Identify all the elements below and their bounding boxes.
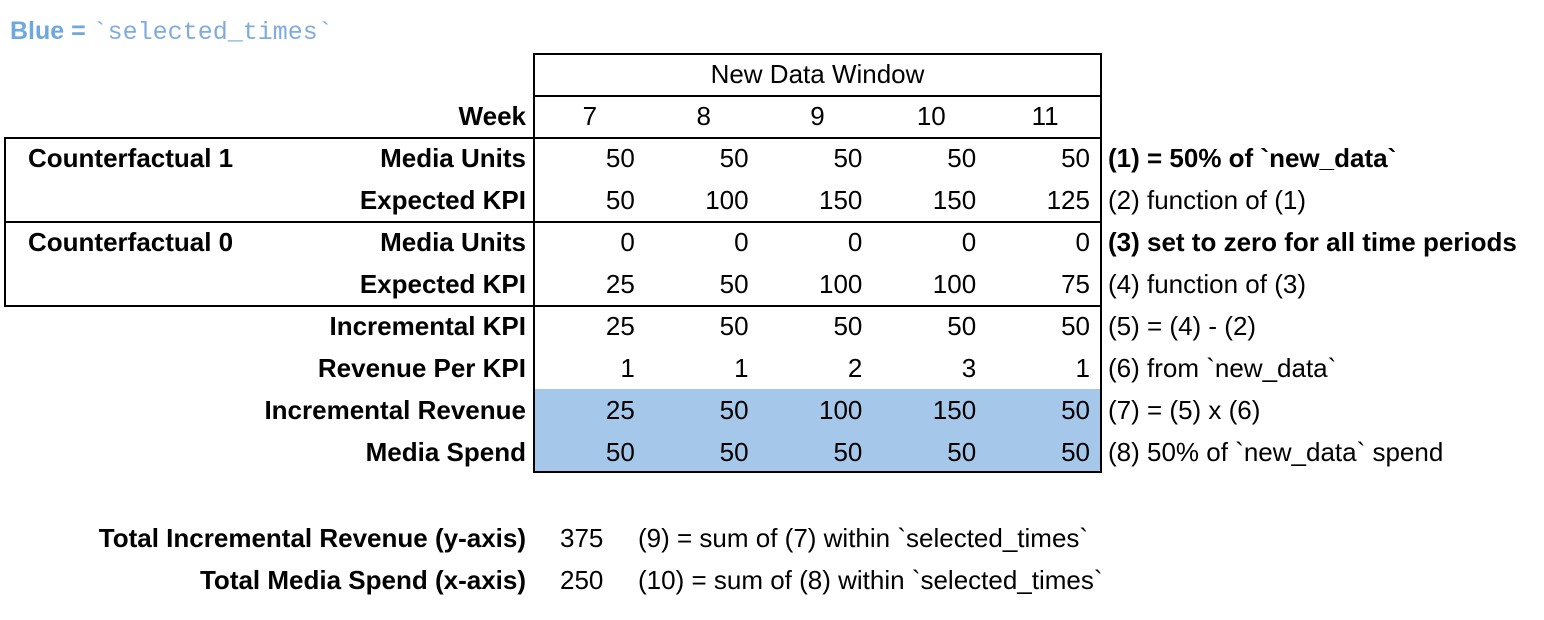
data-cell: 50 bbox=[719, 311, 749, 341]
data-cell: 75 bbox=[1061, 269, 1090, 299]
legend-code-selected-times: `selected_times` bbox=[92, 18, 333, 47]
data-cell: 50 bbox=[605, 437, 635, 467]
row-label: Media Units bbox=[380, 227, 526, 257]
week-number: 10 bbox=[916, 101, 946, 131]
data-cell: 50 bbox=[719, 143, 749, 173]
group-label-counterfactual-0: Counterfactual 0 bbox=[28, 227, 234, 257]
data-cell: 50 bbox=[833, 437, 863, 467]
data-cell: 25 bbox=[605, 311, 635, 341]
data-cell: 150 bbox=[819, 185, 863, 215]
data-cell: 1 bbox=[734, 353, 749, 383]
row-annotation: (4) function of (3) bbox=[1108, 269, 1306, 299]
row-annotation: (7) = (5) x (6) bbox=[1108, 395, 1261, 425]
row-label: Incremental KPI bbox=[329, 311, 526, 341]
row-label: Revenue Per KPI bbox=[317, 353, 526, 383]
cf0-bottom-divider-line bbox=[533, 305, 1102, 307]
data-cell: 25 bbox=[605, 395, 635, 425]
data-cell: 1 bbox=[620, 353, 635, 383]
counterfactual-0-box bbox=[4, 221, 535, 307]
data-cell: 25 bbox=[605, 269, 635, 299]
week-number: 8 bbox=[696, 101, 711, 131]
data-cell: 50 bbox=[1061, 395, 1090, 425]
cf1-cf0-divider-line bbox=[533, 221, 1102, 223]
total-incremental-revenue-label: Total Incremental Revenue (y-axis) bbox=[98, 523, 526, 553]
data-cell: 50 bbox=[1061, 311, 1090, 341]
data-cell: 50 bbox=[947, 437, 977, 467]
data-cell: 50 bbox=[605, 143, 635, 173]
data-cell: 0 bbox=[1075, 227, 1090, 257]
data-cell: 150 bbox=[932, 395, 977, 425]
total-media-spend-value: 250 bbox=[560, 565, 604, 595]
data-cell: 100 bbox=[819, 395, 863, 425]
data-cell: 3 bbox=[961, 353, 977, 383]
data-cell: 50 bbox=[1061, 143, 1090, 173]
data-cell: 2 bbox=[847, 353, 863, 383]
data-cell: 50 bbox=[719, 395, 749, 425]
data-cell: 100 bbox=[819, 269, 863, 299]
group-label-counterfactual-1: Counterfactual 1 bbox=[28, 143, 234, 173]
row-annotation: (3) set to zero for all time periods bbox=[1108, 227, 1517, 257]
total-incremental-revenue-note: (9) = sum of (7) within `selected_times` bbox=[638, 523, 1089, 553]
row-annotation: (2) function of (1) bbox=[1108, 185, 1306, 215]
data-cell: 100 bbox=[705, 185, 749, 215]
selected-times-highlight bbox=[535, 389, 1100, 471]
row-annotation: (1) = 50% of `new_data` bbox=[1108, 143, 1397, 173]
data-cell: 50 bbox=[1061, 437, 1090, 467]
week-number: 11 bbox=[1031, 101, 1059, 131]
data-cell: 0 bbox=[734, 227, 749, 257]
new-data-window-title: New Data Window bbox=[710, 59, 925, 89]
data-cell: 150 bbox=[932, 185, 977, 215]
data-cell: 50 bbox=[947, 143, 977, 173]
row-annotation: (8) 50% of `new_data` spend bbox=[1108, 437, 1444, 467]
row-label: Incremental Revenue bbox=[264, 395, 526, 425]
data-cell: 125 bbox=[1046, 185, 1090, 215]
legend-blue-label: Blue = bbox=[10, 17, 93, 45]
row-annotation: (6) from `new_data` bbox=[1108, 353, 1337, 383]
row-annotation: (5) = (4) - (2) bbox=[1108, 311, 1257, 341]
data-cell: 50 bbox=[719, 437, 749, 467]
week-number: 9 bbox=[810, 101, 825, 131]
data-cell: 0 bbox=[961, 227, 977, 257]
header-divider-line bbox=[533, 95, 1102, 97]
row-label: Expected KPI bbox=[359, 185, 526, 215]
data-cell: 50 bbox=[719, 269, 749, 299]
total-incremental-revenue-value: 375 bbox=[560, 523, 604, 553]
data-cell: 50 bbox=[947, 311, 977, 341]
data-cell: 1 bbox=[1075, 353, 1090, 383]
row-label: Media Spend bbox=[365, 437, 526, 467]
row-label: Expected KPI bbox=[359, 269, 526, 299]
total-media-spend-note: (10) = sum of (8) within `selected_times… bbox=[638, 565, 1103, 595]
data-cell: 0 bbox=[620, 227, 635, 257]
data-cell: 50 bbox=[833, 143, 863, 173]
row-label: Media Units bbox=[380, 143, 526, 173]
total-media-spend-label: Total Media Spend (x-axis) bbox=[199, 565, 526, 595]
week-divider-line bbox=[533, 137, 1102, 139]
week-number: 7 bbox=[582, 101, 598, 131]
data-cell: 100 bbox=[932, 269, 977, 299]
data-cell: 0 bbox=[847, 227, 863, 257]
legend-note: Blue = `selected_times` bbox=[10, 14, 333, 48]
data-cell: 50 bbox=[833, 311, 863, 341]
week-label: Week bbox=[458, 101, 526, 131]
data-cell: 50 bbox=[605, 185, 635, 215]
